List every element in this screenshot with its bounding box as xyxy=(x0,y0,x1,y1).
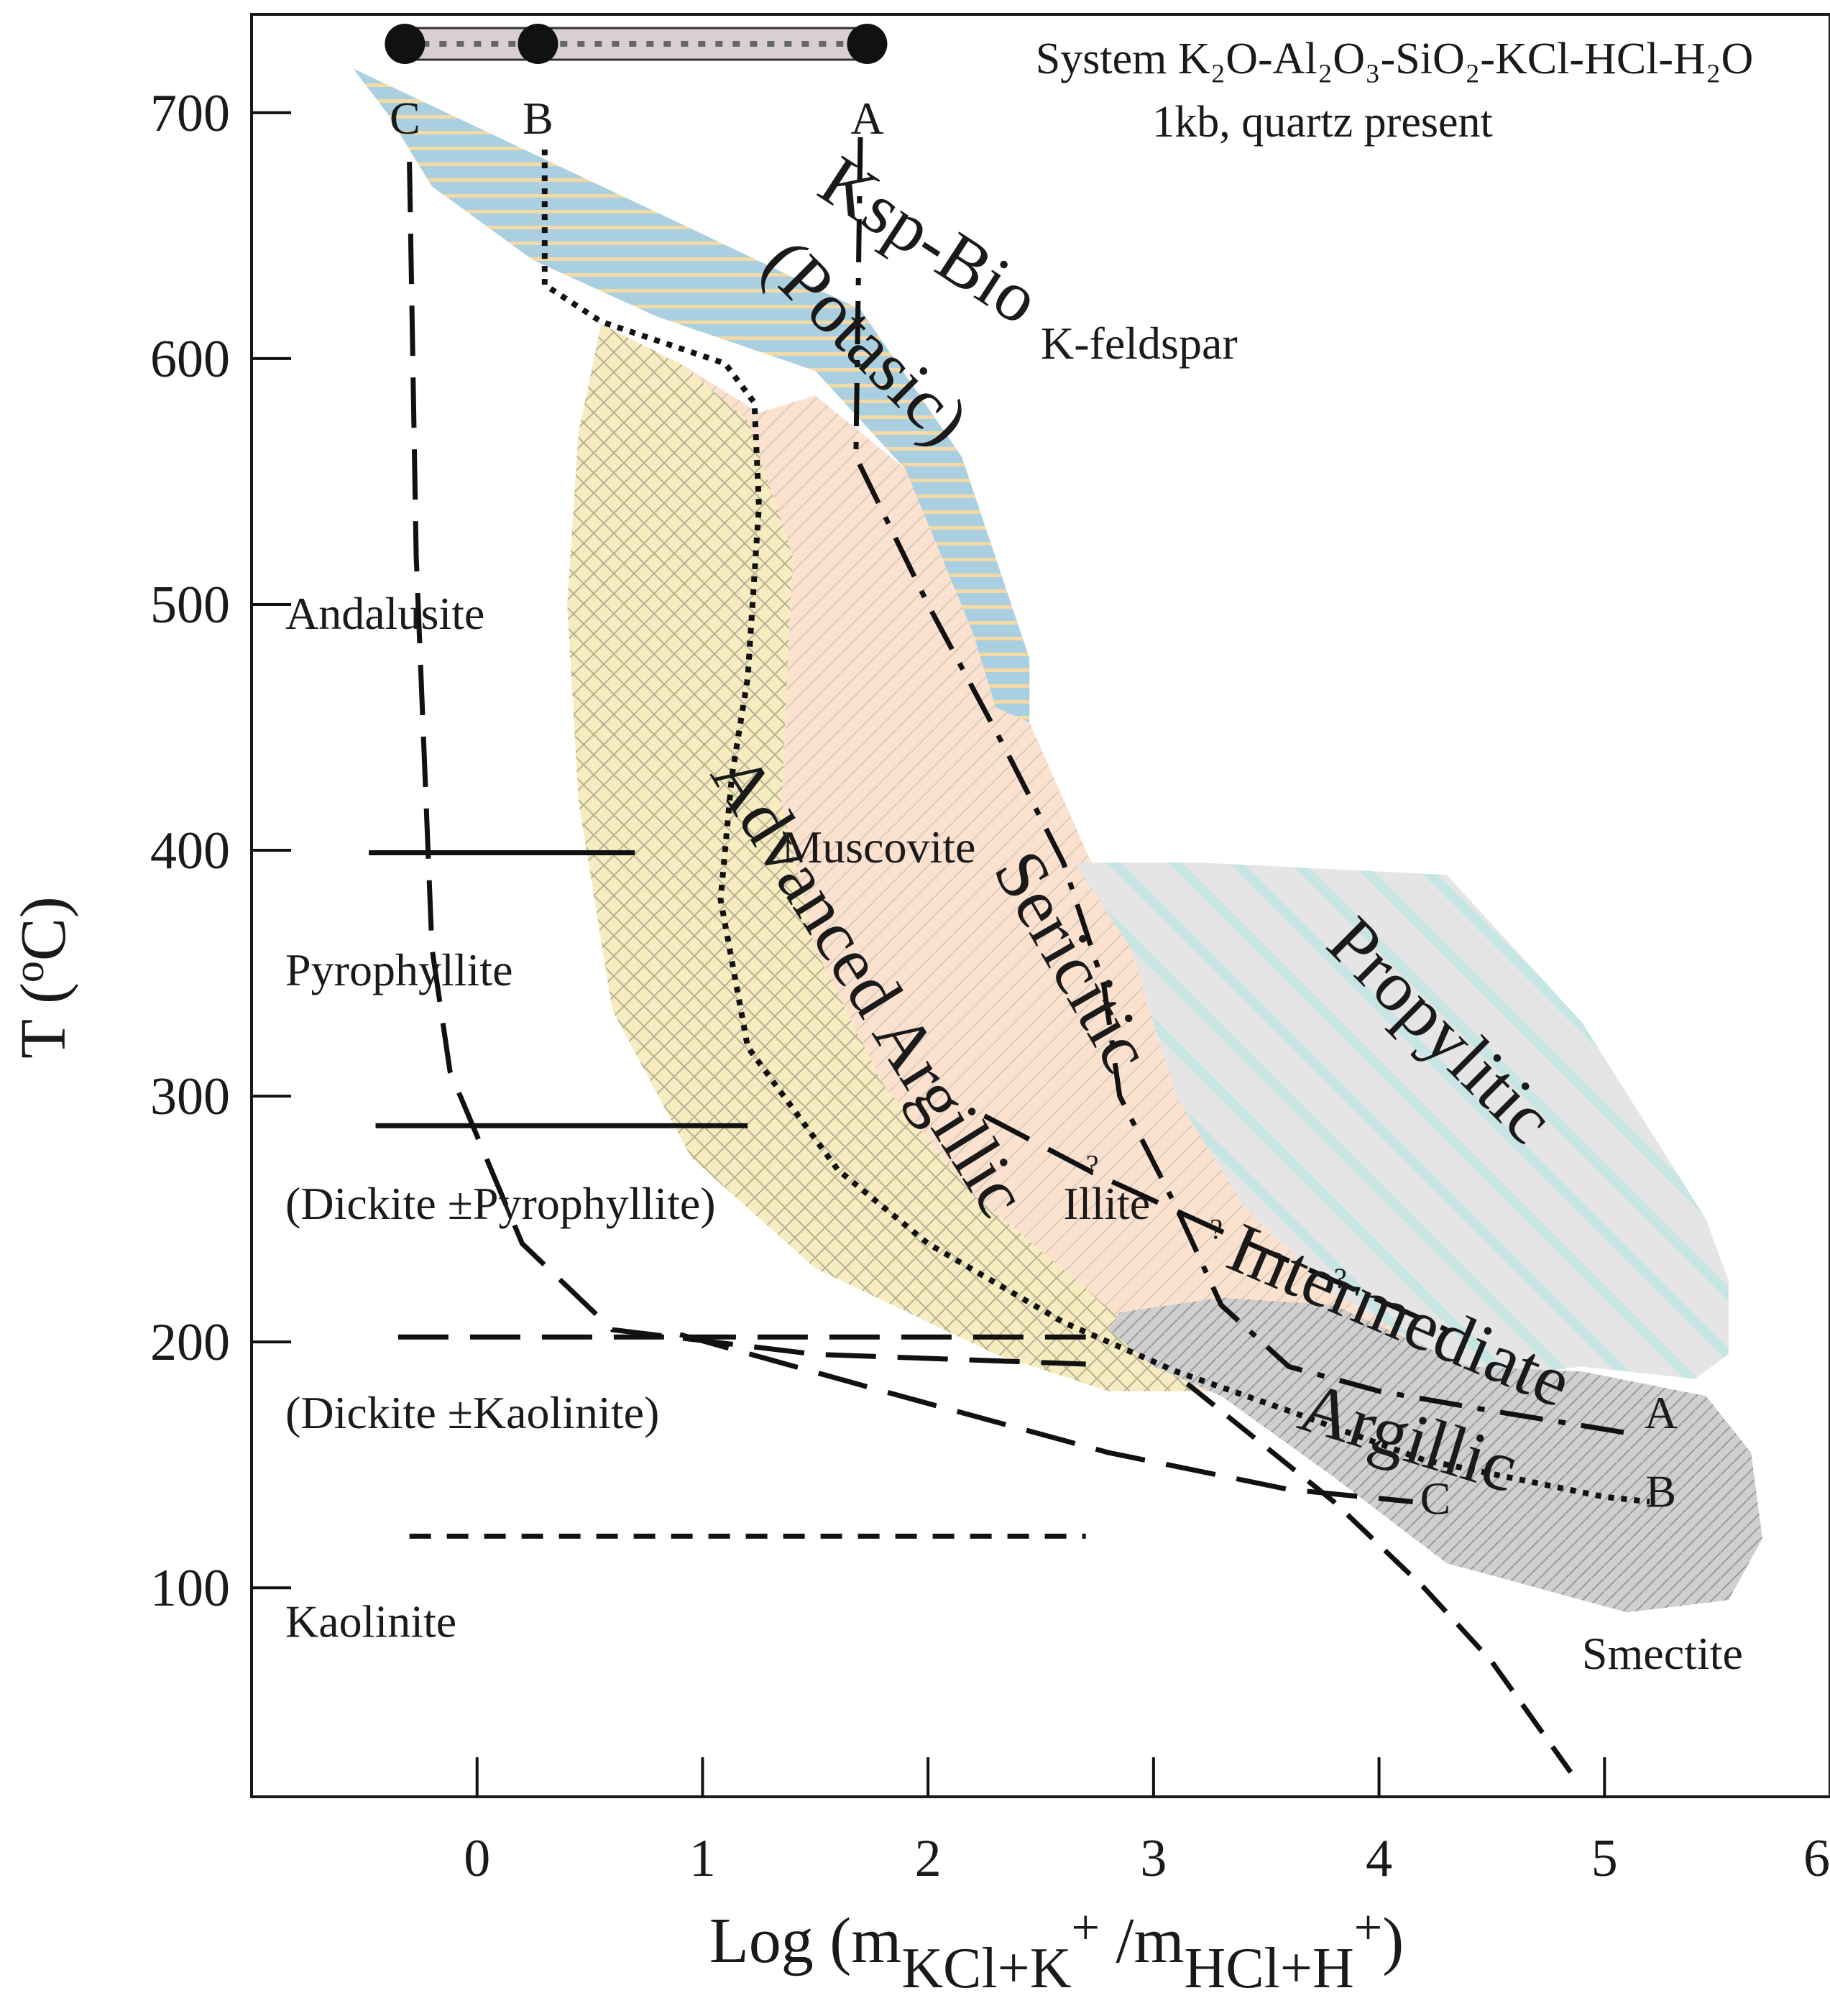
mineral-label-pyrophyllite: Pyrophyllite xyxy=(285,944,512,995)
axes: 100 200 300 400 500 600 700 0 1 2 3 4 5 6 xyxy=(150,84,1830,1888)
question-mark-2: ? xyxy=(1210,1213,1223,1246)
x-axis-title-sup1: + xyxy=(1071,1900,1099,1956)
legend-point-b xyxy=(518,24,558,65)
zone-propylitic xyxy=(1075,862,1729,1379)
question-mark-3: ? xyxy=(1334,1262,1347,1294)
question-mark-1: ? xyxy=(1086,1149,1099,1182)
zone-sericitic xyxy=(680,363,1481,1391)
legend-label-a: A xyxy=(850,93,883,144)
path-end-label-a: A xyxy=(1645,1387,1678,1438)
chart-title: System K₂O-Al₂O₃-SiO₂-KCl-HCl-H₂O xyxy=(1036,34,1753,83)
y-axis-title-sup: o xyxy=(5,961,52,982)
y-tick-label-100: 100 xyxy=(150,1559,230,1618)
boundary-sericite-illite-question xyxy=(983,1113,1448,1333)
x-tick-label-3: 3 xyxy=(1140,1829,1167,1888)
zone-ksp-bio xyxy=(353,68,1030,723)
mineral-label-illite: Illite xyxy=(1063,1178,1150,1229)
x-tick-label-6: 6 xyxy=(1803,1829,1830,1888)
path-end-label-b: B xyxy=(1645,1465,1676,1516)
x-tick-label-1: 1 xyxy=(689,1829,716,1888)
mineral-label-dickite-kaolinite: (Dickite ±Kaolinite) xyxy=(285,1387,659,1438)
boundary-smectite-boundary xyxy=(1185,1381,1573,1774)
mineral-label-dickite-pyrophyllite: (Dickite ±Pyrophyllite) xyxy=(285,1178,716,1229)
mineral-label-muscovite: Muscovite xyxy=(781,821,975,873)
mineral-label-smectite: Smectite xyxy=(1582,1628,1743,1679)
y-tick-label-700: 700 xyxy=(150,84,230,143)
y-tick-label-500: 500 xyxy=(150,576,230,635)
x-axis-title-main: Log (m xyxy=(709,1905,901,1976)
x-tick-label-0: 0 xyxy=(464,1829,490,1888)
y-tick-label-200: 200 xyxy=(150,1313,230,1372)
boundary-a-boundary xyxy=(853,137,1628,1436)
x-axis-title-sub2: HCl+H xyxy=(1184,1937,1353,2000)
y-tick-label-300: 300 xyxy=(150,1067,230,1126)
legend-label-c: C xyxy=(390,93,420,144)
y-axis-title-main: T ( xyxy=(8,982,79,1059)
boundary-b-boundary xyxy=(541,149,1650,1505)
x-tick-label-5: 5 xyxy=(1591,1829,1618,1888)
boundary-pyrophyllite-kaolinite-curve xyxy=(407,162,1086,1367)
mineral-label-kaolinite: Kaolinite xyxy=(285,1596,456,1647)
y-tick-label-400: 400 xyxy=(150,821,230,880)
legend-point-a xyxy=(847,24,888,65)
x-axis-title-mid: /m xyxy=(1100,1905,1185,1976)
mineral-label-andalusite: Andalusite xyxy=(285,588,484,639)
legend-label-b: B xyxy=(523,93,553,144)
y-axis-title-end: C) xyxy=(8,896,79,961)
legend-point-c xyxy=(385,24,426,65)
x-tick-label-4: 4 xyxy=(1366,1829,1392,1888)
x-tick-label-2: 2 xyxy=(915,1829,942,1888)
boundary-lines xyxy=(369,137,1650,1774)
x-axis-title-sub1: KCl+K xyxy=(901,1937,1071,2000)
y-tick-label-600: 600 xyxy=(150,330,230,389)
path-end-label-c: C xyxy=(1420,1473,1451,1524)
y-axis-title: T (oC) xyxy=(5,896,79,1059)
x-axis-title-sup2: + xyxy=(1354,1900,1382,1956)
chart-subtitle: 1kb, quartz present xyxy=(1152,98,1492,147)
zone-intermediate-argillic xyxy=(1108,1297,1762,1613)
x-axis-title: Log (mKCl+K+ /mHCl+H+) xyxy=(709,1900,1404,2000)
boundary-c-boundary xyxy=(679,1332,1413,1504)
mineral-label-k-feldspar: K-feldspar xyxy=(1041,318,1238,369)
plot-frame xyxy=(250,13,1830,1798)
x-axis-title-end: ) xyxy=(1382,1905,1404,1976)
